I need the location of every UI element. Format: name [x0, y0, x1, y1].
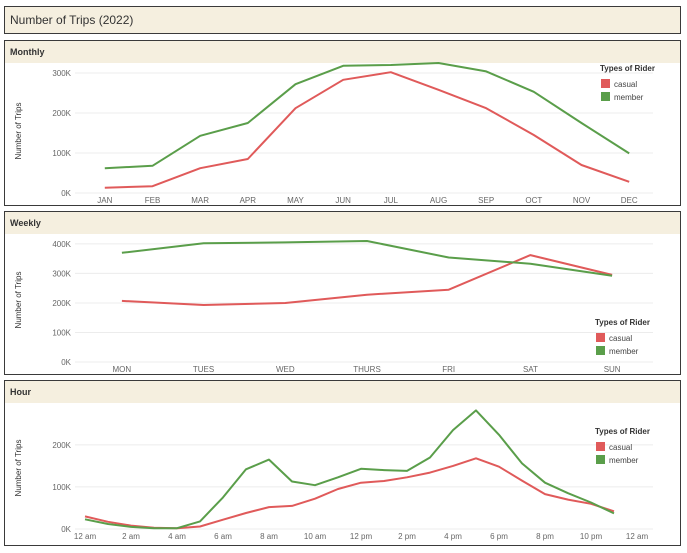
hour-x-tick-label: 10 pm	[580, 532, 603, 541]
weekly-panel-title: Weekly	[5, 212, 680, 234]
monthly-y-tick-label: 0K	[61, 189, 71, 198]
weekly-y-tick-label: 300K	[52, 269, 71, 278]
hour-x-tick-label: 6 am	[214, 532, 232, 541]
monthly-y-tick-label: 300K	[52, 69, 71, 78]
weekly-y-tick-label: 200K	[52, 299, 71, 308]
weekly-legend-label-casual: casual	[609, 334, 632, 343]
weekly-legend-swatch-member	[596, 346, 605, 355]
monthly-x-tick-label: OCT	[525, 196, 542, 205]
monthly-legend-title: Types of Rider	[600, 64, 655, 73]
weekly-y-axis-label: Number of Trips	[14, 272, 23, 329]
weekly-x-tick-label: MON	[113, 365, 132, 374]
dashboard-title: Number of Trips (2022)	[4, 6, 681, 34]
hour-x-tick-label: 12 am	[74, 532, 97, 541]
monthly-x-tick-label: JUN	[335, 196, 351, 205]
hour-x-tick-label: 10 am	[304, 532, 327, 541]
hour-x-tick-label: 4 am	[168, 532, 186, 541]
weekly-x-tick-label: SUN	[604, 365, 621, 374]
monthly-legend-swatch-member	[601, 92, 610, 101]
weekly-y-tick-label: 400K	[52, 240, 71, 249]
monthly-panel: Monthly 0K 100K 200K 300K Number of Trips JAN…	[4, 40, 681, 206]
weekly-chart: 0K 100K 200K 300K 400K Number of Trips MON TUES…	[14, 240, 653, 374]
weekly-legend-swatch-casual	[596, 333, 605, 342]
monthly-y-tick-label: 100K	[52, 149, 71, 158]
hour-legend-swatch-member	[596, 455, 605, 464]
monthly-series-casual-line	[104, 71, 630, 189]
hour-legend-label-member: member	[609, 456, 639, 465]
weekly-x-tick-label: TUES	[193, 365, 214, 374]
monthly-legend-swatch-casual	[601, 79, 610, 88]
hour-x-tick-label: 8 am	[260, 532, 278, 541]
dashboard-title-text: Number of Trips (2022)	[10, 13, 134, 27]
monthly-x-tick-label: SEP	[478, 196, 494, 205]
monthly-legend-label-member: member	[614, 93, 644, 102]
hour-x-tick-label: 12 am	[626, 532, 649, 541]
monthly-series-member-line	[104, 62, 630, 170]
weekly-legend-title: Types of Rider	[595, 318, 650, 327]
hour-panel-title: Hour	[5, 381, 680, 403]
monthly-panel-title: Monthly	[5, 41, 680, 63]
hour-chart: 0K 100K 200K Number of Trips 12 am 2 am 4 am 6 …	[14, 409, 653, 541]
hour-x-tick-label: 2 pm	[398, 532, 416, 541]
hour-legend-title: Types of Rider	[595, 427, 650, 436]
weekly-y-tick-label: 0K	[61, 358, 71, 367]
hour-panel: Hour 0K 100K 200K Number of Trips 12 am 2 am 4…	[4, 380, 681, 546]
weekly-x-tick-label: FRI	[442, 365, 455, 374]
monthly-x-tick-label: FEB	[145, 196, 161, 205]
monthly-chart: 0K 100K 200K 300K Number of Trips JAN FEB MAR AP…	[14, 62, 655, 205]
monthly-x-tick-label: JAN	[97, 196, 112, 205]
hour-x-tick-label: 2 am	[122, 532, 140, 541]
hour-series-casual-line	[84, 457, 615, 530]
monthly-x-tick-label: MAR	[191, 196, 209, 205]
weekly-legend-label-member: member	[609, 347, 639, 356]
monthly-x-tick-label: JUL	[384, 196, 399, 205]
hour-y-tick-label: 0K	[61, 525, 71, 534]
monthly-y-axis-label: Number of Trips	[14, 103, 23, 160]
monthly-x-tick-label: APR	[240, 196, 257, 205]
weekly-series-casual-line	[121, 254, 613, 306]
hour-y-axis-label: Number of Trips	[14, 440, 23, 497]
weekly-x-tick-label: SAT	[523, 365, 538, 374]
weekly-series-member-line	[121, 240, 613, 277]
weekly-y-tick-label: 100K	[52, 328, 71, 337]
weekly-x-tick-label: THURS	[353, 365, 381, 374]
hour-legend-swatch-casual	[596, 442, 605, 451]
monthly-x-tick-label: NOV	[573, 196, 591, 205]
hour-y-tick-label: 200K	[52, 441, 71, 450]
monthly-x-tick-label: AUG	[430, 196, 447, 205]
monthly-x-tick-label: MAY	[287, 196, 304, 205]
weekly-x-tick-label: WED	[276, 365, 295, 374]
monthly-legend-label-casual: casual	[614, 80, 637, 89]
hour-x-tick-label: 6 pm	[490, 532, 508, 541]
hour-legend-label-casual: casual	[609, 443, 632, 452]
monthly-x-tick-label: DEC	[621, 196, 638, 205]
hour-x-tick-label: 12 pm	[350, 532, 373, 541]
weekly-panel: Weekly 0K 100K 200K 300K 400K Number of Trips…	[4, 211, 681, 375]
hour-x-tick-label: 8 pm	[536, 532, 554, 541]
monthly-y-tick-label: 200K	[52, 109, 71, 118]
hour-x-tick-label: 4 pm	[444, 532, 462, 541]
hour-series-member-line	[84, 409, 615, 530]
hour-y-tick-label: 100K	[52, 483, 71, 492]
